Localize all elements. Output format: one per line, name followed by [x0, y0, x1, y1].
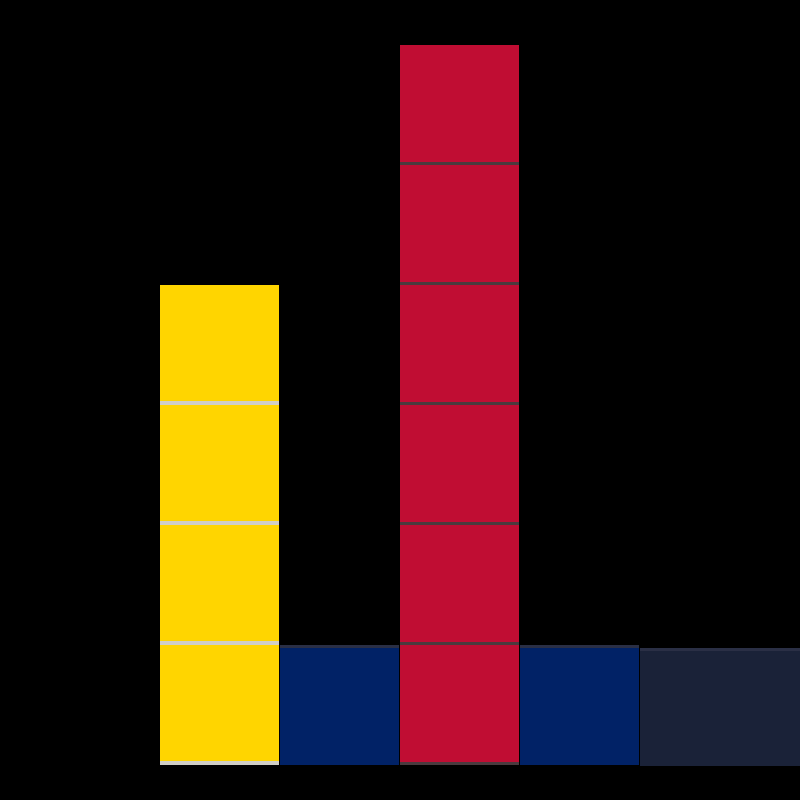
yellow-cube-col1-3 [160, 405, 279, 525]
red-cube-col3-5 [400, 165, 519, 285]
navy-cube-col2-1 [280, 645, 399, 765]
navy-cube-col4-1 [520, 645, 639, 765]
red-cube-col3-2 [400, 525, 519, 645]
red-cube-col3-3 [400, 405, 519, 525]
yellow-cube-col1-4 [160, 285, 279, 405]
red-cube-col3-4 [400, 285, 519, 405]
dark_navy-cube-col5-1 [640, 648, 800, 766]
red-cube-col3-6 [400, 45, 519, 165]
yellow-cube-col1-1 [160, 645, 279, 765]
yellow-cube-col1-2 [160, 525, 279, 645]
red-cube-col3-1 [400, 645, 519, 765]
